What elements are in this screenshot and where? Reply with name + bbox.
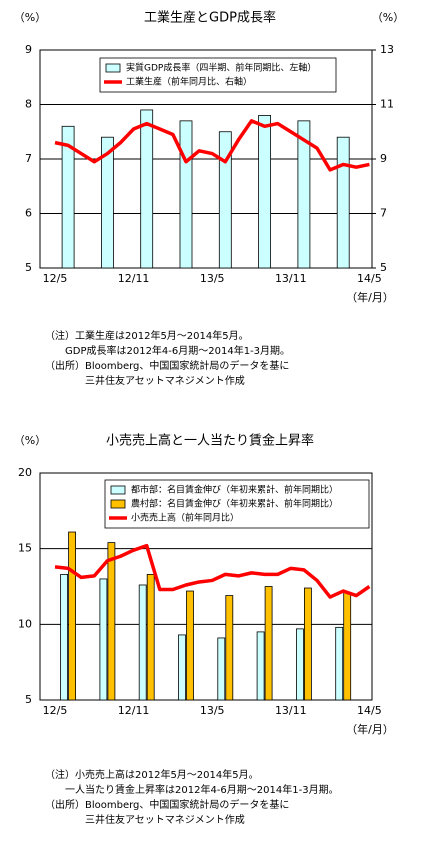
y-tick-label: 6: [25, 207, 32, 220]
chart: 工業生産とGDP成長率 （%） （%） （年/月） 5 6 7 8 9 5 7 9 11 13 12/5 12…: [14, 10, 404, 388]
note: 一人当たり賃金上昇率は2012年4-6月期～2014年1-3月期。: [65, 783, 339, 796]
y-tick-label: 8: [25, 98, 32, 111]
line: [54, 543, 371, 599]
y-axis-label: （%）: [14, 434, 46, 447]
x-tick-label: 14/5: [357, 272, 382, 285]
legend-box: [104, 479, 370, 529]
note: 三井住友アセットマネジメント作成: [85, 813, 245, 826]
x-tick-label: 12/11: [118, 272, 150, 285]
y2-tick-label: 5: [380, 261, 387, 274]
note: GDP成長率は2012年4-6月期～2014年1-3月期。: [65, 344, 290, 357]
x-tick-label: 13/5: [200, 704, 225, 717]
y-tick-label: 5: [25, 261, 32, 274]
legend-swatch: [110, 485, 126, 495]
y2-tick-label: 11: [380, 98, 394, 111]
x-tick-label: 12/5: [43, 704, 68, 717]
bar: [101, 136, 114, 269]
bar: [335, 626, 344, 701]
y2-tick-label: 9: [380, 152, 387, 165]
y-tick-label: 15: [18, 542, 32, 555]
x-tick-label: 13/11: [275, 272, 307, 285]
bar: [68, 531, 76, 701]
bar: [179, 120, 193, 269]
x-tick-label: 12/11: [118, 704, 150, 717]
x-axis-label: （年/月）: [346, 290, 394, 304]
legend-label: 実質GDP成長率（四半期、前年同期比、左軸）: [126, 62, 316, 74]
chart-title: 小売売上高と一人当たり賃金上昇率: [106, 433, 314, 449]
x-tick-label: 13/5: [200, 272, 225, 285]
note: （注）工業生産は2012年5月～2014年5月。: [45, 329, 249, 342]
bar: [140, 109, 154, 269]
bar: [264, 586, 273, 701]
legend-swatch: [110, 499, 126, 509]
bar: [258, 115, 272, 269]
bar: [297, 120, 311, 269]
bar: [217, 637, 226, 701]
legend-label: 小売売上高（前年同月比）: [131, 512, 239, 524]
legend-box: [99, 57, 337, 93]
plot-frame: [39, 49, 373, 269]
bar: [295, 628, 304, 701]
x-tick-label: 12/5: [43, 272, 68, 285]
bar: [336, 136, 350, 269]
y-tick-label: 9: [25, 43, 32, 56]
y-axis-label: （%）: [14, 11, 46, 24]
bar: [256, 631, 265, 701]
chart: 小売売上高と一人当たり賃金上昇率 （%） （年/月） 5 10 15 20 12/5 12/11…: [14, 433, 394, 827]
x-tick-label: 13/11: [275, 704, 307, 717]
bar: [225, 595, 234, 701]
x-axis-label: （年/月）: [346, 722, 394, 736]
note: （出所）Bloomberg、中国国家統計局のデータを基に: [45, 798, 289, 811]
y-tick-label: 7: [25, 152, 32, 165]
bar: [146, 573, 155, 701]
plot-frame: [39, 472, 373, 701]
chart-title: 工業生産とGDP成長率: [144, 10, 276, 26]
y2-axis-label: （%）: [372, 11, 404, 24]
bar: [186, 590, 194, 701]
legend-label: 農村部：名目賃金伸び（年初来累計、前年同期比）: [131, 498, 338, 510]
bar: [343, 592, 352, 701]
x-tick-label: 14/5: [357, 704, 382, 717]
bar: [107, 542, 116, 701]
legend-label: 工業生産（前年同月比、右軸）: [126, 76, 252, 88]
y2-tick-label: 13: [380, 43, 394, 56]
bar: [60, 573, 68, 701]
bar: [303, 587, 312, 701]
y-tick-label: 10: [18, 617, 32, 630]
note: （注）小売売上高は2012年5月～2014年5月。: [45, 768, 259, 781]
legend-label: 都市部：名目賃金伸び（年初来累計、前年同期比）: [131, 484, 338, 496]
line: [54, 119, 370, 172]
bar: [99, 578, 108, 701]
bar: [61, 125, 75, 269]
bar: [218, 131, 232, 269]
bar: [138, 584, 147, 701]
y2-tick-label: 7: [380, 207, 387, 220]
note: （出所）Bloomberg、中国国家統計局のデータを基に: [45, 359, 289, 372]
y-tick-label: 5: [25, 693, 32, 706]
y-tick-label: 20: [18, 466, 32, 479]
legend-swatch: [105, 63, 121, 73]
bar: [178, 634, 186, 701]
note: 三井住友アセットマネジメント作成: [85, 374, 245, 387]
